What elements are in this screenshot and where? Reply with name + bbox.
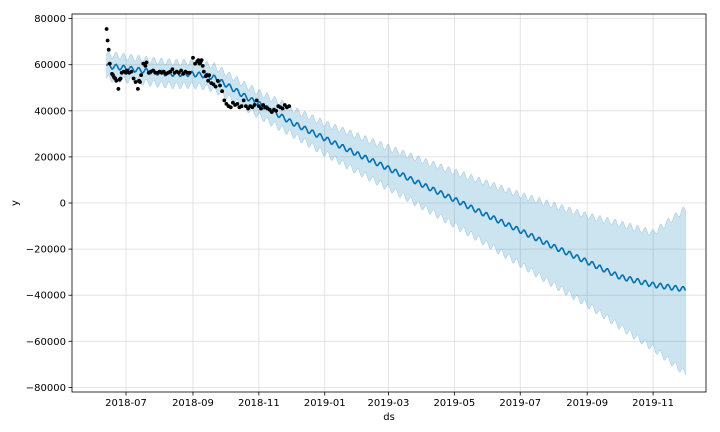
- observed-point: [259, 106, 263, 111]
- y-tick-label: 60000: [34, 60, 66, 71]
- observed-point: [274, 108, 278, 113]
- observed-point: [220, 89, 225, 94]
- x-axis-ticks: 2018-07 2018-09 2018-11 2019-01 2019-03 2019-…: [105, 392, 674, 409]
- observed-point: [235, 102, 240, 106]
- uncertainty-band-layer: [106, 50, 686, 376]
- observed-point: [144, 60, 149, 65]
- x-axis-label: ds: [383, 412, 395, 423]
- observed-point: [200, 64, 205, 68]
- x-tick-label: 2019-03: [368, 398, 410, 409]
- observed-point: [105, 38, 110, 43]
- observed-point: [287, 104, 291, 109]
- forecast-line-layer: [105, 62, 687, 292]
- y-tick-label: −20000: [26, 245, 66, 256]
- uncertainty-band: [106, 50, 686, 376]
- observed-point: [206, 78, 211, 83]
- x-tick-label: 2019-07: [499, 398, 541, 409]
- observed-point: [170, 67, 175, 72]
- x-tick-label: 2019-11: [632, 398, 674, 409]
- x-tick-label: 2018-09: [172, 398, 214, 409]
- y-tick-label: 0: [60, 199, 66, 210]
- y-tick-label: −60000: [26, 337, 66, 348]
- y-tick-label: 20000: [34, 152, 66, 163]
- y-axis-label: y: [10, 200, 21, 206]
- observed-point: [207, 73, 212, 77]
- observed-point: [116, 87, 121, 91]
- observed-point: [139, 73, 144, 77]
- x-tick-label: 2019-09: [566, 398, 608, 409]
- observed-point: [201, 69, 206, 74]
- x-tick-label: 2018-11: [238, 398, 280, 409]
- observed-point: [104, 27, 109, 31]
- observed-point: [191, 55, 195, 60]
- observed-point: [215, 78, 220, 83]
- observed-point: [179, 68, 184, 73]
- observed-point: [239, 104, 244, 109]
- x-tick-label: 2019-01: [304, 398, 346, 409]
- observed-point: [138, 80, 142, 84]
- y-tick-label: −40000: [26, 291, 66, 302]
- x-tick-label: 2018-07: [105, 398, 147, 409]
- observed-point: [254, 98, 259, 103]
- y-tick-label: 40000: [34, 106, 66, 117]
- y-axis-ticks: 80000 60000 40000 20000 0 −20000 −40000 −60000 −…: [26, 14, 72, 394]
- observed-point: [280, 106, 285, 111]
- observed-point: [133, 80, 138, 84]
- observed-point: [252, 103, 257, 107]
- observed-point: [218, 83, 222, 88]
- observed-point: [136, 87, 140, 91]
- observed-point: [222, 98, 227, 103]
- observed-point: [143, 64, 148, 68]
- forecast-line: [105, 62, 687, 292]
- observed-point: [213, 84, 218, 89]
- observed-points-layer: [104, 27, 291, 114]
- observed-point: [106, 47, 111, 52]
- grid-lines: [72, 14, 706, 392]
- observed-point: [114, 78, 119, 83]
- y-tick-label: 80000: [34, 14, 66, 25]
- observed-point: [187, 70, 192, 75]
- observed-point: [107, 61, 112, 66]
- observed-point: [241, 98, 246, 103]
- observed-point: [118, 76, 123, 81]
- observed-point: [228, 105, 233, 110]
- x-tick-label: 2019-05: [433, 398, 475, 409]
- y-tick-label: −80000: [26, 383, 66, 394]
- observed-point: [199, 58, 204, 62]
- observed-point: [129, 69, 134, 74]
- observed-point: [131, 76, 136, 81]
